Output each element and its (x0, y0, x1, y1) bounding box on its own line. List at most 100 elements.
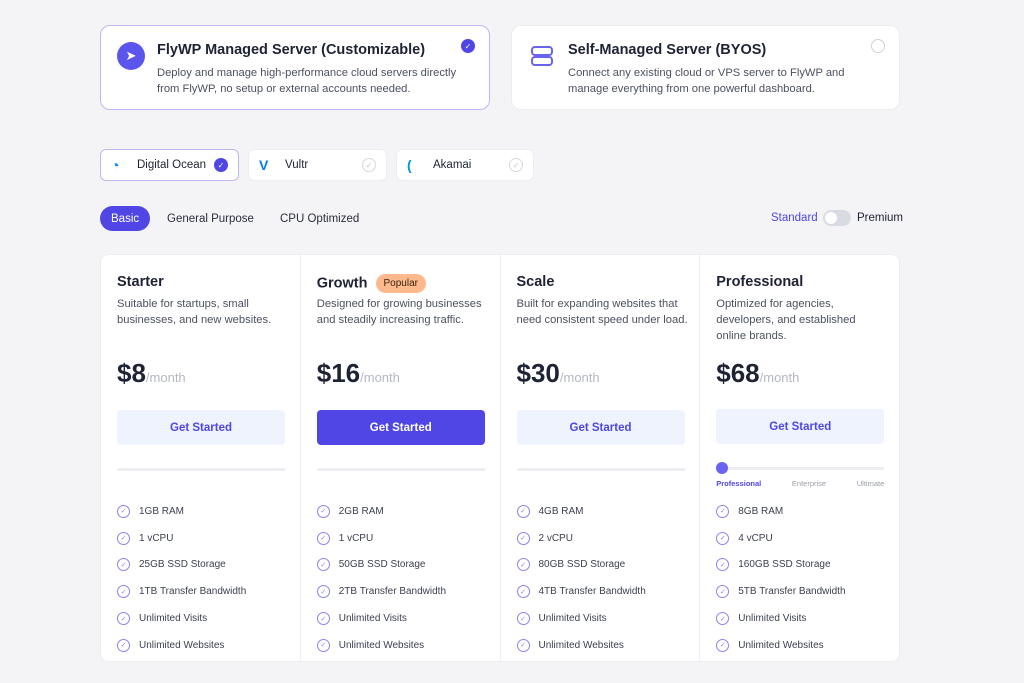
tier-toggle[interactable] (823, 210, 851, 226)
feature-text: 2 vCPU (538, 532, 573, 544)
feature-item: ✓ 1GB RAM (117, 498, 246, 525)
server-type-byos[interactable]: Self-Managed Server (BYOS) Connect any e… (511, 25, 900, 110)
price-amount: $8 (117, 358, 146, 388)
plan-name: Scale (517, 274, 555, 290)
divider (316, 468, 485, 471)
radio-unchecked-icon[interactable] (871, 39, 885, 53)
get-started-button[interactable]: Get Started (316, 410, 485, 445)
digitalocean-logo-icon: ◔ (111, 157, 120, 173)
check-circle-icon: ✓ (117, 585, 130, 599)
feature-text: Unlimited Visits (738, 613, 807, 625)
plan-name: Starter (117, 274, 164, 290)
provider-vultr[interactable]: V Vultr ✓ (248, 149, 387, 181)
plan-name: Growth Popular (317, 274, 426, 293)
card-description: Connect any existing cloud or VPS server… (568, 67, 845, 95)
feature-item: ✓ Unlimited Websites (716, 632, 845, 659)
vultr-logo-icon: V (259, 157, 269, 173)
slider-track[interactable] (716, 467, 885, 470)
feature-text: 25GB SSD Storage (139, 559, 226, 571)
plan-professional: Professional Optimized for agencies, dev… (700, 255, 899, 661)
feature-item: ✓ Unlimited Visits (516, 605, 646, 632)
check-circle-icon: ✓ (316, 638, 330, 652)
divider (117, 468, 285, 471)
check-circle-icon: ✓ (316, 504, 330, 518)
feature-text: Unlimited Websites (338, 639, 425, 651)
plan-description: Suitable for startups, small businesses,… (117, 298, 272, 326)
get-started-button[interactable]: Get Started (117, 410, 285, 445)
tab-general-purpose[interactable]: General Purpose (167, 212, 254, 225)
feature-text: 5TB Transfer Bandwidth (738, 586, 846, 598)
provider-label: Akamai (433, 159, 472, 171)
plan-description: Designed for growing businesses and stea… (316, 298, 482, 326)
feature-list: ✓ 1GB RAM ✓ 1 vCPU ✓ 25GB SSD Storage ✓ 1TB Tra… (117, 498, 246, 659)
feature-item: ✓ 2TB Transfer Bandwidth (316, 578, 447, 605)
feature-item: ✓ Unlimited Visits (316, 605, 446, 632)
get-started-button[interactable]: Get Started (716, 409, 885, 444)
feature-text: Unlimited Visits (538, 613, 607, 625)
feature-text: 1 vCPU (338, 532, 374, 544)
check-circle-icon: ✓ (316, 558, 330, 572)
check-circle-icon: ✓ (716, 504, 730, 518)
feature-list: ✓ 8GB RAM ✓ 4 vCPU ✓ 160GB SSD Storage ✓ 5TB Tr… (716, 498, 846, 659)
get-started-button[interactable]: Get Started (516, 410, 685, 445)
toggle-label-standard: Standard (771, 212, 818, 224)
toggle-knob[interactable] (825, 212, 837, 224)
server-type-managed[interactable]: ➤ FlyWP Managed Server (Customizable) De… (100, 25, 490, 110)
provider-label: Digital Ocean (137, 159, 207, 171)
feature-text: 80GB SSD Storage (538, 559, 626, 571)
plan-description: Optimized for agencies, developers, and … (716, 298, 856, 342)
feature-text: 2GB RAM (338, 505, 384, 517)
check-circle-icon: ✓ (316, 612, 330, 626)
feature-item: ✓ 1 vCPU (117, 525, 246, 552)
card-title: Self-Managed Server (BYOS) (568, 42, 767, 58)
toggle-label-premium: Premium (857, 212, 904, 224)
feature-item: ✓ 50GB SSD Storage (316, 552, 446, 579)
feature-text: Unlimited Visits (139, 613, 208, 625)
price-period: /month (145, 370, 186, 385)
plans-grid: Starter Suitable for startups, small bus… (100, 254, 900, 662)
plan-scale: Scale Built for expanding websites that … (501, 255, 701, 661)
slider-option[interactable]: Professional (716, 479, 762, 488)
price-period: /month (360, 370, 400, 385)
price-amount: $16 (316, 358, 361, 388)
check-circle-icon: ✓ (716, 612, 730, 626)
akamai-logo-icon: ( (407, 157, 412, 173)
feature-text: 50GB SSD Storage (338, 559, 426, 571)
tab-cpu-optimized[interactable]: CPU Optimized (280, 212, 360, 225)
provider-digital-ocean[interactable]: ◔ Digital Ocean ✓ (100, 149, 239, 181)
feature-item: ✓ 80GB SSD Storage (516, 552, 646, 579)
feature-item: ✓ 1 vCPU (316, 525, 446, 552)
check-circle-icon: ✓ (516, 612, 530, 626)
provider-akamai[interactable]: ( Akamai ✓ (396, 149, 534, 181)
check-circle-icon: ✓ (716, 638, 730, 652)
feature-text: 160GB SSD Storage (738, 559, 831, 571)
check-circle-icon: ✓ (716, 558, 730, 572)
feature-item: ✓ Unlimited Websites (117, 632, 246, 659)
feature-text: 4 vCPU (738, 532, 773, 544)
feature-text: 1TB Transfer Bandwidth (139, 586, 247, 598)
popular-badge: Popular (375, 274, 426, 293)
check-circle-icon: ✓ (516, 638, 530, 652)
check-circle-icon: ✓ (516, 558, 530, 572)
check-circle-icon: ✓ (516, 504, 530, 518)
check-circle-icon: ✓ (516, 531, 530, 545)
slider-knob[interactable] (716, 462, 729, 474)
feature-item: ✓ 160GB SSD Storage (716, 552, 845, 579)
slider-option[interactable]: Ultimate (856, 479, 885, 488)
plan-name-text: Starter (117, 274, 164, 290)
check-circle-icon: ✓ (117, 504, 130, 518)
plan-description: Built for expanding websites that need c… (516, 298, 688, 326)
plan-growth: Growth Popular Designed for growing busin… (301, 255, 501, 661)
feature-list: ✓ 2GB RAM ✓ 1 vCPU ✓ 50GB SSD Storage ✓ 2TB Tra… (316, 498, 447, 659)
radio-checked-icon[interactable]: ✓ (461, 39, 475, 53)
plan-name-text: Scale (516, 274, 555, 290)
slider-option[interactable]: Enterprise (791, 479, 827, 488)
feature-text: 2TB Transfer Bandwidth (338, 586, 447, 598)
tab-basic[interactable]: Basic (100, 206, 151, 231)
provider-label: Vultr (285, 159, 309, 171)
feature-text: Unlimited Websites (139, 639, 225, 651)
divider (516, 468, 685, 471)
paper-plane-icon: ➤ (117, 42, 145, 70)
feature-text: 1GB RAM (139, 505, 185, 517)
feature-item: ✓ 4TB Transfer Bandwidth (516, 578, 646, 605)
